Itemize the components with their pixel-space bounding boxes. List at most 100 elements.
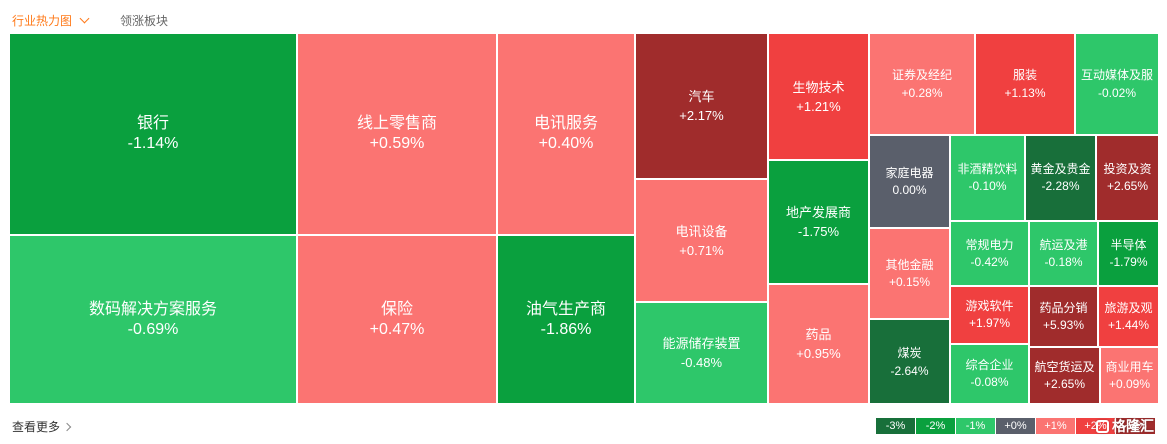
heatmap-tile[interactable]: 保险 +0.47% [297,235,497,404]
tab-leading-sectors[interactable]: 领涨板块 [120,12,168,29]
tile-name: 煤炭 [897,345,922,360]
tab-leading-sectors-label: 领涨板块 [120,13,169,28]
tile-change: +0.59% [369,135,425,152]
tile-change: +1.97% [968,316,1011,330]
tile-change: -0.10% [968,179,1007,193]
heatmap-tile[interactable]: 地产发展商 -1.75% [768,160,869,284]
legend-item: +1% [1036,418,1076,434]
tile-name: 综合企业 [965,358,1014,372]
tile-change: +2.65% [1106,179,1149,193]
tile-change: +0.95% [796,346,841,361]
heatmap-tile[interactable]: 能源储存装置 -0.48% [635,302,768,404]
tile-change: +5.93% [1042,317,1085,332]
tile-change: -2.28% [1041,179,1080,193]
heatmap-tile[interactable]: 油气生产商 -1.86% [497,235,635,404]
view-more-label: 查看更多 [12,420,61,434]
heatmap-tile[interactable]: 非酒精饮料 -0.10% [950,135,1025,221]
heatmap-tile[interactable]: 综合企业 -0.08% [950,344,1029,404]
heatmap-tile[interactable]: 电讯设备 +0.71% [635,179,768,302]
tile-change: -0.08% [970,375,1009,389]
heatmap-tile[interactable]: 药品 +0.95% [768,284,869,404]
tile-name: 航空货运及 [1034,359,1095,374]
tile-change: -1.14% [127,135,179,152]
tile-name: 常规电力 [965,237,1014,252]
tile-change: -1.75% [797,224,840,239]
tile-name: 银行 [136,115,169,132]
watermark-logo: 格隆汇 [1096,415,1154,437]
heatmap-tile[interactable]: 其他金融 +0.15% [869,228,950,319]
heatmap-tile[interactable]: 家庭电器 0.00% [869,135,950,228]
tile-name: 黄金及贵金 [1030,162,1091,176]
tile-name: 地产发展商 [785,205,851,220]
tile-change: +0.71% [679,242,724,258]
heatmap-tile[interactable]: 航运及港 -0.18% [1029,221,1098,286]
heatmap-tile[interactable]: 数码解决方案服务 -0.69% [9,235,297,404]
heatmap-tile[interactable]: 生物技术 +1.21% [768,33,869,160]
legend-item: -2% [916,418,956,434]
tile-change: -1.86% [540,320,592,338]
legend-item: +3% [1116,418,1156,434]
tile-name: 药品 [805,327,832,342]
tile-change: +0.09% [1108,376,1151,391]
watermark-text: 格隆汇 [1112,418,1154,434]
color-legend: -3% -2% -1% +0% +1% +2% +3% [876,418,1156,434]
tile-name: 油气生产商 [525,300,606,318]
heatmap-tile[interactable]: 银行 -1.14% [9,33,297,235]
tile-name: 电讯设备 [675,223,728,239]
heatmap-tile[interactable]: 煤炭 -2.64% [869,319,950,404]
tile-name: 能源储存装置 [662,336,741,351]
industry-heatmap: 银行 -1.14% 数码解决方案服务 -0.69% 线上零售商 +0.59% 保险 +0… [9,33,1159,404]
tile-name: 药品分销 [1039,300,1088,315]
tile-name: 商业用车 [1105,359,1154,374]
tile-name: 汽车 [688,89,715,104]
tile-change: -0.69% [127,320,179,338]
tile-name: 非酒精饮料 [957,162,1018,176]
tab-industry-heatmap[interactable]: 行业热力图 [12,12,90,29]
tile-name: 电讯服务 [533,115,598,132]
heatmap-tile[interactable]: 旅游及观 +1.44% [1098,286,1159,347]
tile-name: 生物技术 [792,79,845,95]
tile-change: -1.79% [1109,254,1148,269]
tile-name: 互动媒体及服 [1080,68,1153,82]
tile-name: 证券及经纪 [891,68,952,82]
tile-change: +0.47% [369,320,425,338]
heatmap-tile[interactable]: 游戏软件 +1.97% [950,286,1029,344]
heatmap-tile[interactable]: 黄金及贵金 -2.28% [1025,135,1096,221]
heatmap-tile[interactable]: 线上零售商 +0.59% [297,33,497,235]
heatmap-tile[interactable]: 互动媒体及服 -0.02% [1075,33,1159,135]
heatmap-tile[interactable]: 电讯服务 +0.40% [497,33,635,235]
tile-change: -0.18% [1044,254,1083,269]
tile-change: 0.00% [892,182,927,197]
tile-name: 航运及港 [1039,237,1088,252]
tile-change: -2.64% [890,363,929,378]
tile-name: 保险 [380,300,413,318]
legend-item: -1% [956,418,996,434]
heatmap-tile[interactable]: 航空货运及 +2.65% [1029,347,1100,404]
heatmap-tile[interactable]: 投资及资 +2.65% [1096,135,1159,221]
heatmap-tile[interactable]: 常规电力 -0.42% [950,221,1029,286]
tile-change: +0.15% [888,274,931,289]
tile-name: 其他金融 [885,257,934,272]
chevron-down-icon[interactable] [79,13,90,23]
tile-name: 旅游及观 [1104,300,1153,315]
tile-change: -0.48% [680,355,723,370]
heatmap-tile[interactable]: 服装 +1.13% [975,33,1075,135]
tile-name: 线上零售商 [356,115,437,132]
chevron-right-icon [62,422,72,431]
view-more-link[interactable]: 查看更多 [12,418,72,435]
tile-name: 服装 [1012,68,1037,82]
legend-item: +0% [996,418,1036,434]
tile-name: 数码解决方案服务 [88,300,217,318]
tile-change: +1.13% [1004,86,1046,100]
heatmap-tile[interactable]: 半导体 -1.79% [1098,221,1159,286]
heatmap-tile[interactable]: 证券及经纪 +0.28% [869,33,975,135]
heatmap-tile[interactable]: 汽车 +2.17% [635,33,768,179]
tile-change: +1.44% [1107,317,1150,332]
heatmap-tile[interactable]: 药品分销 +5.93% [1029,286,1098,347]
heatmap-tile[interactable]: 商业用车 +0.09% [1100,347,1159,404]
tile-change: +0.40% [538,135,594,152]
tile-change: +2.65% [1043,376,1086,391]
logo-icon [1096,419,1109,433]
tile-change: +0.28% [901,86,943,100]
tile-change: +2.17% [679,108,724,123]
